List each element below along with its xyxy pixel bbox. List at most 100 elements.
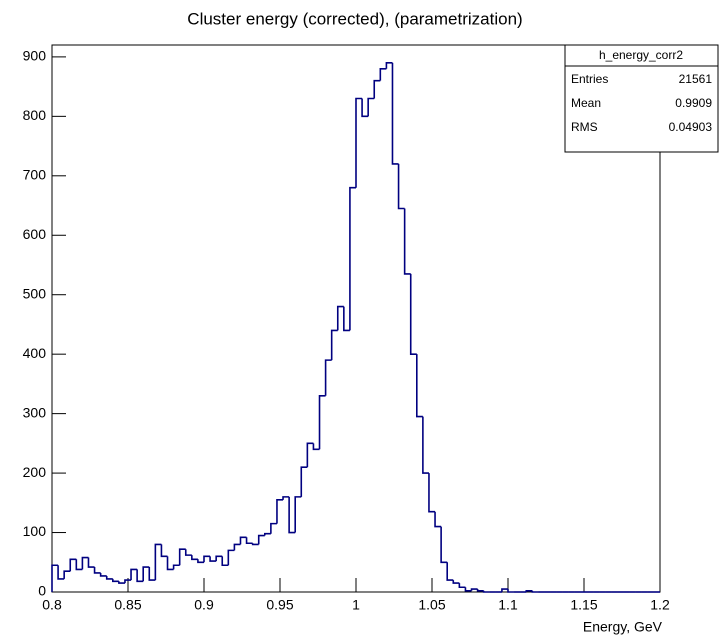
stats-label: Mean bbox=[571, 96, 601, 110]
histogram-bin bbox=[525, 590, 533, 592]
histogram-bin bbox=[397, 163, 405, 210]
histogram-bin bbox=[361, 98, 369, 118]
histogram-bin bbox=[282, 496, 290, 500]
histogram-bin bbox=[343, 306, 350, 332]
stats-box: h_energy_corr2 bbox=[564, 44, 719, 153]
histogram-bin bbox=[434, 511, 442, 528]
histogram-bin bbox=[452, 580, 460, 584]
chart-title: Cluster energy (corrected), (parametriza… bbox=[187, 9, 522, 28]
histogram-bin bbox=[215, 555, 223, 562]
y-tick-label: 0 bbox=[38, 583, 46, 599]
histogram-bin bbox=[51, 564, 59, 592]
histogram-bin bbox=[81, 556, 89, 570]
histogram-bin bbox=[172, 564, 180, 570]
histogram-bin bbox=[264, 532, 271, 536]
histogram-bin bbox=[87, 557, 95, 568]
histogram-bin bbox=[75, 559, 83, 571]
histogram-bin bbox=[166, 556, 174, 571]
x-tick-label: 0.95 bbox=[266, 597, 293, 613]
histogram-bin bbox=[367, 97, 375, 117]
histogram-bin bbox=[105, 575, 113, 580]
histogram-bin bbox=[458, 583, 466, 589]
histogram-bin bbox=[203, 555, 211, 563]
histogram-bin bbox=[391, 62, 399, 165]
histogram-bin bbox=[422, 416, 429, 474]
stats-frame bbox=[564, 44, 719, 153]
histogram-bin bbox=[239, 536, 247, 545]
histogram-bin bbox=[385, 62, 393, 69]
histogram-bin bbox=[446, 562, 454, 581]
histogram-bin bbox=[403, 208, 411, 275]
stats-label: Entries bbox=[571, 72, 608, 86]
stats-label: RMS bbox=[571, 120, 598, 134]
histogram-bin bbox=[221, 556, 229, 567]
histogram-bin bbox=[330, 329, 338, 361]
histogram-bin bbox=[142, 566, 150, 582]
histogram-bin bbox=[251, 543, 259, 546]
y-tick-label: 900 bbox=[23, 48, 47, 64]
y-tick-label: 200 bbox=[23, 464, 47, 480]
histogram-bin bbox=[191, 555, 198, 561]
x-tick-label: 0.9 bbox=[194, 597, 214, 613]
x-tick-label: 1.2 bbox=[650, 597, 670, 613]
y-tick-label: 300 bbox=[23, 404, 47, 420]
histogram-bin bbox=[69, 558, 77, 572]
histogram-bin bbox=[531, 590, 539, 593]
histogram-bin bbox=[227, 549, 235, 566]
histogram-bin bbox=[312, 443, 320, 451]
histogram-bin bbox=[130, 568, 138, 581]
histogram-bin bbox=[197, 559, 204, 564]
histogram-bin bbox=[245, 537, 253, 545]
histogram-bin bbox=[148, 567, 156, 581]
histogram-bin bbox=[440, 526, 448, 564]
y-tick-label: 100 bbox=[23, 523, 47, 539]
histogram-bin bbox=[428, 473, 436, 513]
x-tick-label: 1.05 bbox=[418, 597, 445, 613]
histogram-bin bbox=[257, 534, 265, 545]
histogram-bin bbox=[288, 496, 296, 534]
histogram-bin bbox=[379, 67, 387, 81]
x-tick-label: 1.15 bbox=[570, 597, 597, 613]
histogram-bin bbox=[306, 442, 314, 468]
histogram-bin bbox=[112, 578, 119, 583]
histogram-bin bbox=[233, 543, 241, 551]
x-tick-label: 1 bbox=[352, 597, 360, 613]
histogram-bin bbox=[160, 544, 168, 558]
histogram-bin bbox=[270, 522, 277, 534]
histogram-bin bbox=[124, 579, 132, 584]
histogram-bin bbox=[209, 556, 217, 562]
histogram-bin bbox=[507, 589, 515, 593]
histogram-bin bbox=[318, 394, 326, 450]
histogram-bin bbox=[464, 587, 472, 592]
histogram-bin bbox=[294, 496, 302, 533]
y-tick-label: 800 bbox=[23, 107, 47, 123]
histogram-bin bbox=[476, 589, 484, 592]
x-tick-label: 0.8 bbox=[42, 597, 62, 613]
histogram-bin bbox=[57, 565, 65, 580]
y-tick-label: 500 bbox=[23, 285, 47, 301]
x-axis-label: Energy, GeV bbox=[583, 619, 663, 635]
histogram-bin bbox=[118, 581, 125, 584]
histogram-bin bbox=[63, 570, 71, 579]
y-tick-label: 700 bbox=[23, 167, 47, 183]
stats-value: 0.04903 bbox=[669, 120, 713, 134]
histogram-bin bbox=[276, 499, 284, 524]
x-tick-label: 1.1 bbox=[498, 597, 518, 613]
y-tick-label: 600 bbox=[23, 226, 47, 242]
stats-value: 21561 bbox=[679, 72, 713, 86]
histogram-bin bbox=[324, 359, 332, 396]
stats-value: 0.9909 bbox=[675, 96, 712, 110]
histogram-bin bbox=[373, 79, 381, 99]
histogram-bin bbox=[355, 97, 363, 188]
stats-name: h_energy_corr2 bbox=[599, 48, 683, 62]
y-tick-label: 400 bbox=[23, 345, 47, 361]
histogram-bin bbox=[93, 567, 101, 574]
histogram-bin bbox=[336, 305, 344, 331]
histogram-bin bbox=[99, 572, 107, 577]
histogram-bin bbox=[409, 273, 417, 355]
histogram-bin bbox=[300, 466, 308, 497]
histogram-bin bbox=[470, 588, 478, 591]
histogram-bin bbox=[349, 186, 356, 331]
histogram-bin bbox=[178, 548, 186, 566]
